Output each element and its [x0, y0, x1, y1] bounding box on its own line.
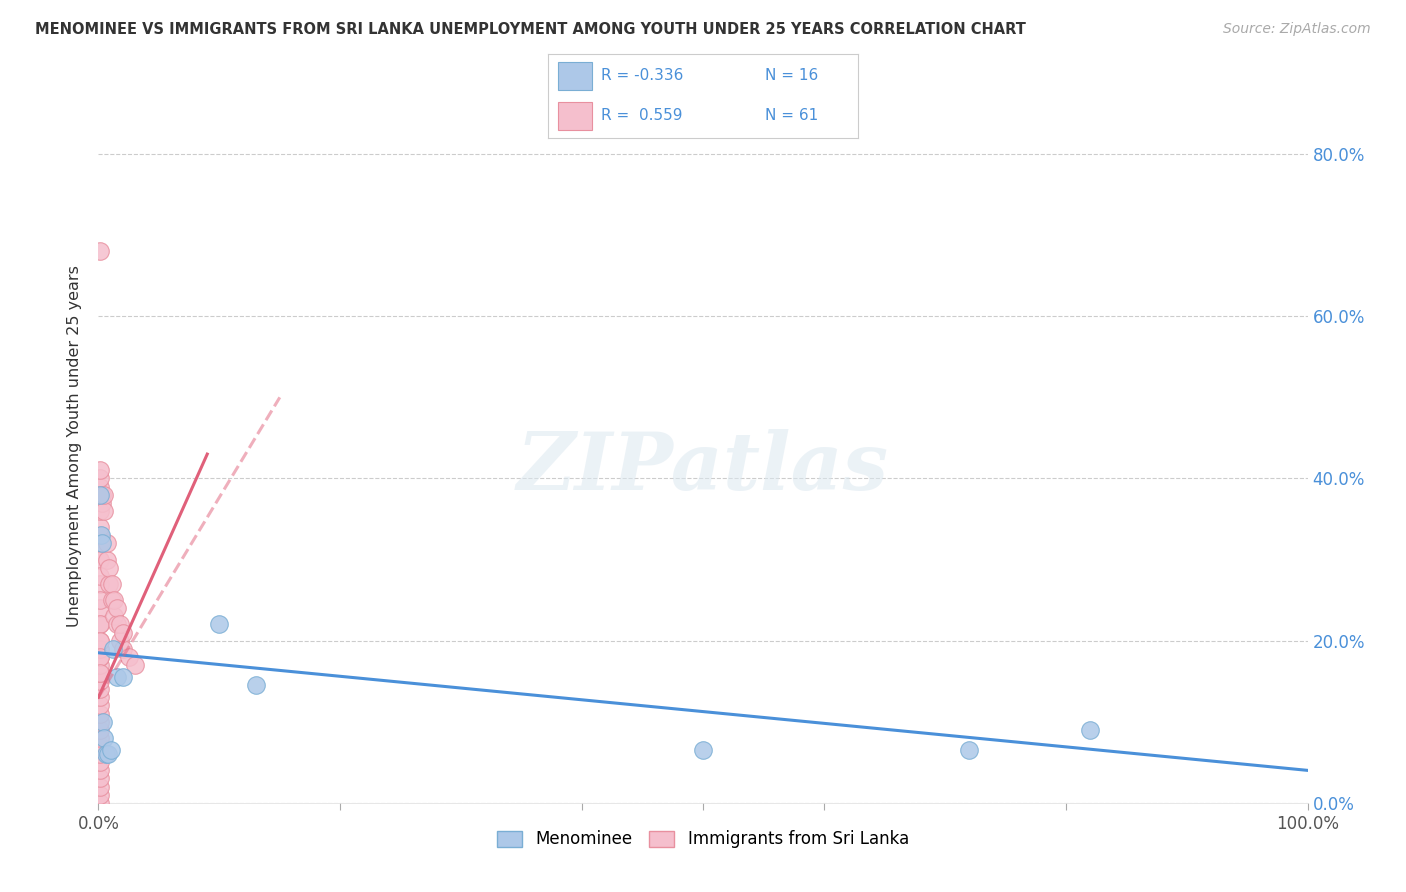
Point	[89, 488, 111, 502]
Point	[89, 520, 111, 534]
Point	[108, 617, 131, 632]
Point	[89, 649, 111, 664]
Point	[89, 552, 111, 566]
Point	[89, 471, 111, 485]
Point	[89, 723, 111, 737]
Point	[89, 747, 111, 761]
Point	[89, 666, 111, 681]
Point	[957, 743, 980, 757]
Point	[89, 536, 111, 550]
Point	[89, 577, 111, 591]
Point	[89, 788, 111, 802]
Point	[105, 617, 128, 632]
Text: N = 61: N = 61	[765, 108, 818, 123]
Point	[100, 593, 122, 607]
Point	[100, 743, 122, 757]
Text: ZIPatlas: ZIPatlas	[517, 429, 889, 506]
Point	[89, 756, 111, 770]
Point	[101, 641, 124, 656]
Point	[692, 743, 714, 757]
Point	[124, 657, 146, 672]
Point	[89, 780, 111, 794]
Point	[93, 488, 115, 502]
Point	[89, 731, 111, 745]
Point	[96, 536, 118, 550]
Point	[89, 633, 111, 648]
Point	[90, 528, 112, 542]
Point	[89, 617, 111, 632]
Point	[89, 244, 111, 259]
Point	[91, 496, 114, 510]
Point	[98, 560, 121, 574]
Point	[91, 714, 114, 729]
Point	[89, 714, 111, 729]
Text: R = -0.336: R = -0.336	[600, 68, 683, 83]
Point	[208, 617, 231, 632]
Point	[118, 649, 141, 664]
Point	[89, 568, 111, 582]
Text: R =  0.559: R = 0.559	[600, 108, 682, 123]
FancyBboxPatch shape	[558, 62, 592, 90]
Point	[105, 670, 128, 684]
Point	[89, 633, 111, 648]
Point	[245, 678, 267, 692]
Point	[111, 625, 134, 640]
Point	[89, 649, 111, 664]
Text: Source: ZipAtlas.com: Source: ZipAtlas.com	[1223, 22, 1371, 37]
Point	[89, 488, 111, 502]
Point	[103, 593, 125, 607]
Point	[100, 577, 122, 591]
Point	[108, 633, 131, 648]
Point	[89, 504, 111, 518]
Point	[89, 796, 111, 810]
Point	[89, 706, 111, 721]
Text: MENOMINEE VS IMMIGRANTS FROM SRI LANKA UNEMPLOYMENT AMONG YOUTH UNDER 25 YEARS C: MENOMINEE VS IMMIGRANTS FROM SRI LANKA U…	[35, 22, 1026, 37]
Point	[89, 463, 111, 477]
Point	[103, 609, 125, 624]
Point	[89, 739, 111, 753]
FancyBboxPatch shape	[558, 102, 592, 130]
Point	[93, 504, 115, 518]
Point	[89, 641, 111, 656]
Point	[89, 666, 111, 681]
Point	[111, 641, 134, 656]
Point	[1078, 723, 1101, 737]
Point	[89, 772, 111, 786]
Point	[98, 577, 121, 591]
Point	[105, 601, 128, 615]
Point	[94, 747, 117, 761]
Point	[89, 764, 111, 778]
Point	[89, 479, 111, 493]
Point	[89, 674, 111, 689]
Point	[89, 552, 111, 566]
Point	[111, 670, 134, 684]
Point	[89, 601, 111, 615]
Point	[89, 528, 111, 542]
Point	[89, 657, 111, 672]
Point	[91, 536, 114, 550]
Point	[97, 747, 120, 761]
Point	[93, 731, 115, 745]
Point	[89, 690, 111, 705]
Text: N = 16: N = 16	[765, 68, 818, 83]
Legend: Menominee, Immigrants from Sri Lanka: Menominee, Immigrants from Sri Lanka	[491, 824, 915, 855]
Point	[89, 593, 111, 607]
Point	[89, 698, 111, 713]
Y-axis label: Unemployment Among Youth under 25 years: Unemployment Among Youth under 25 years	[67, 265, 83, 627]
Point	[91, 488, 114, 502]
Point	[96, 552, 118, 566]
Point	[89, 617, 111, 632]
Point	[89, 682, 111, 697]
